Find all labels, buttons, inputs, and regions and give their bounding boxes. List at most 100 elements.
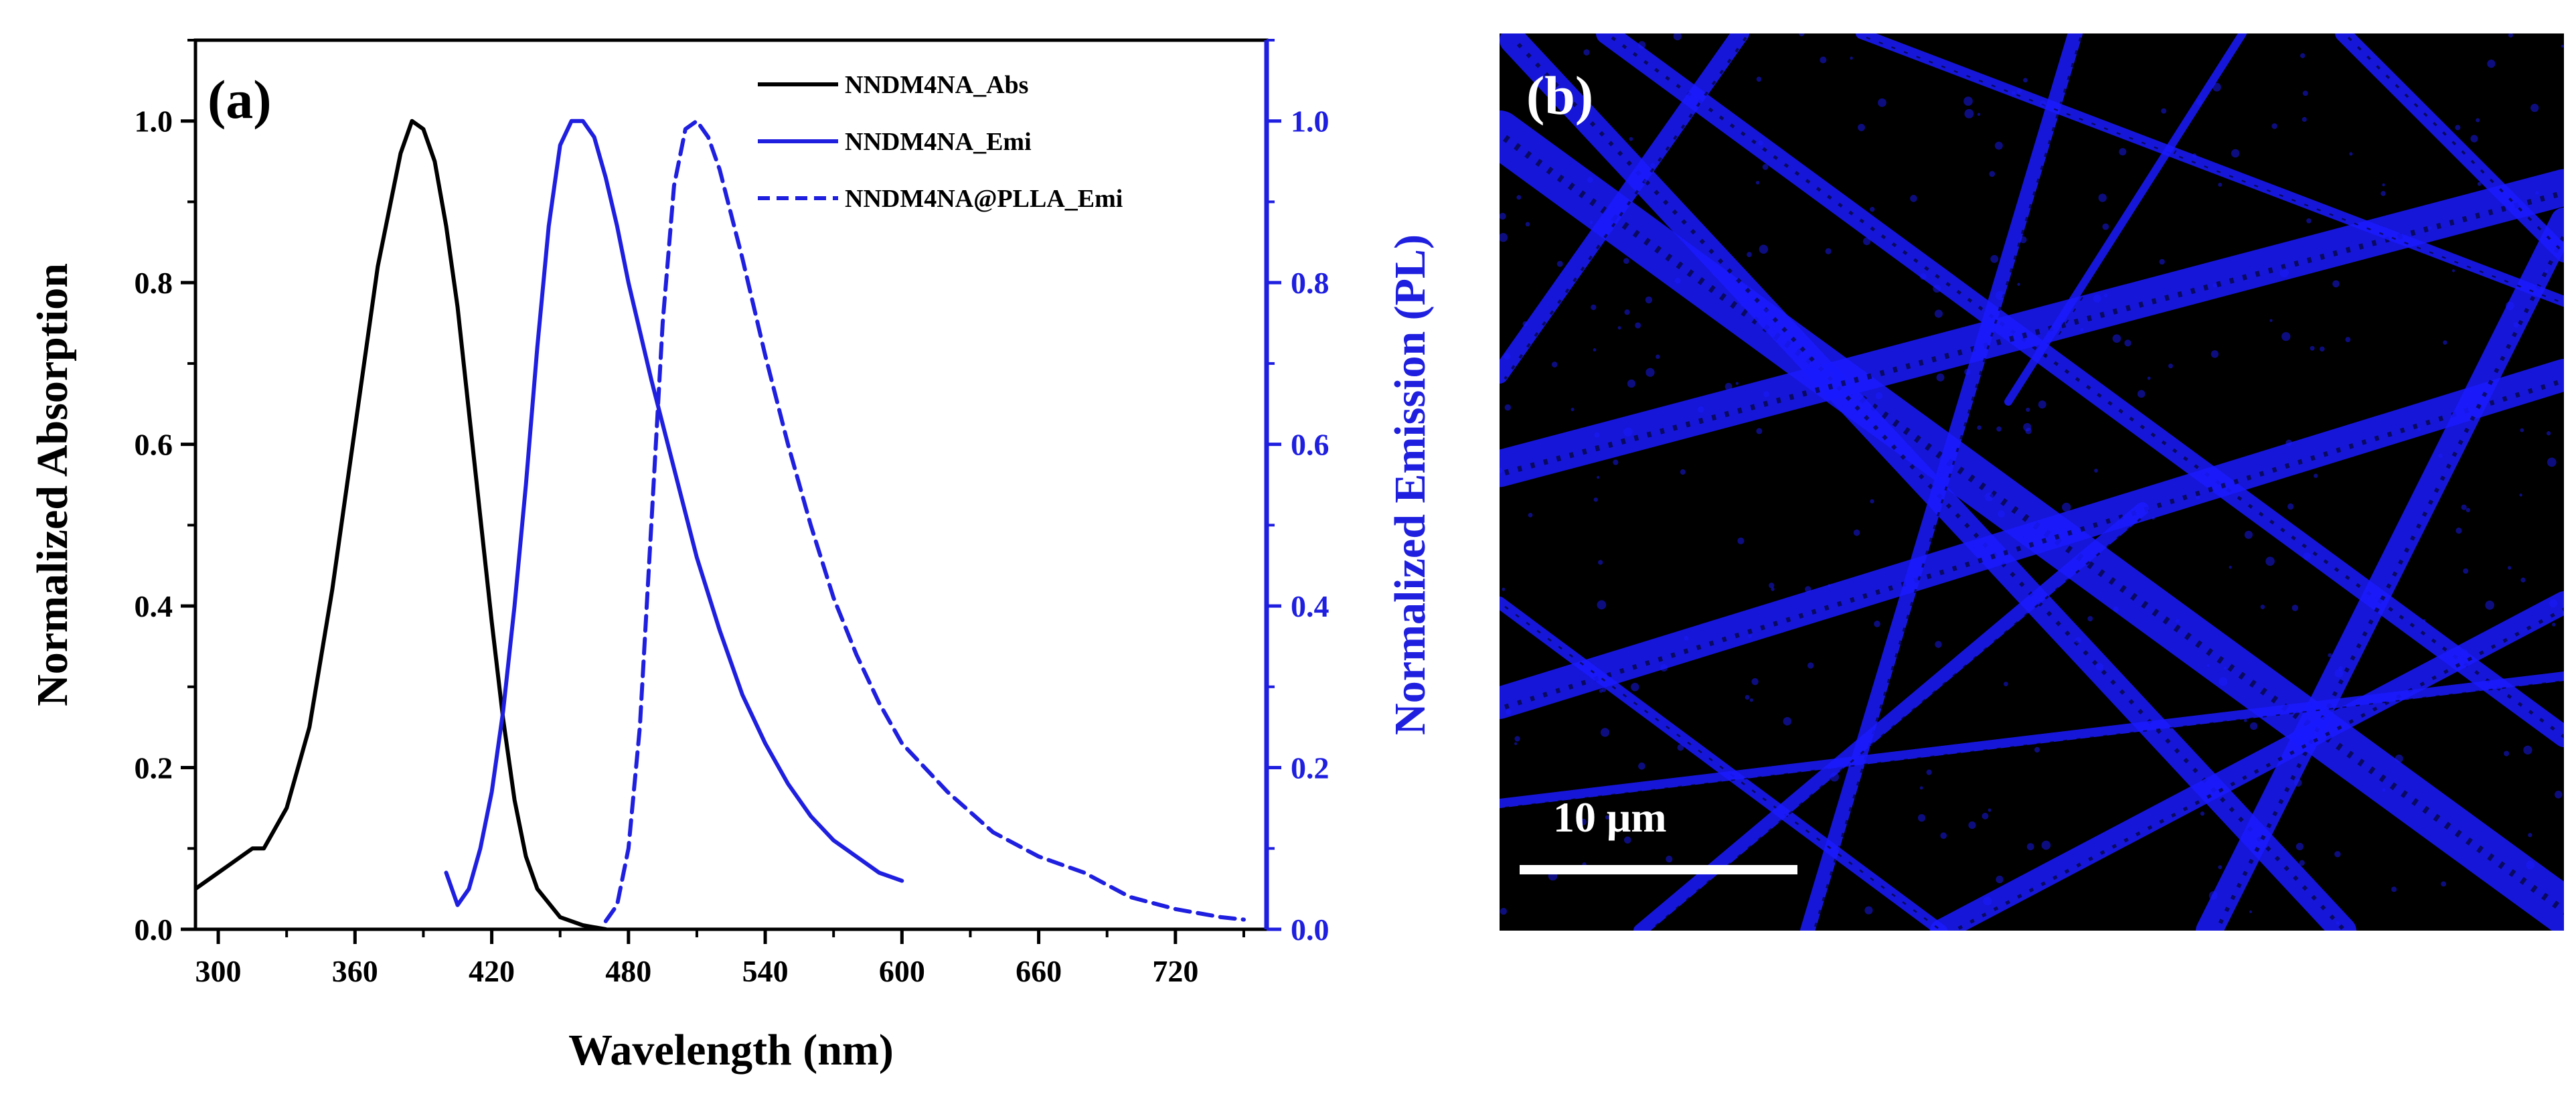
fiber-speckle (1589, 220, 1593, 224)
fiber-speckle (2461, 504, 2467, 510)
fiber-texture (1504, 605, 1943, 931)
fiber-speckle (2249, 722, 2258, 730)
x-tick-label: 300 (195, 954, 242, 988)
fiber-speckle (1870, 499, 1874, 503)
fiber-speckle (1684, 635, 1689, 641)
scale-bar-label: 10 μm (1553, 793, 1667, 841)
fiber-speckle (2231, 149, 2240, 158)
fiber-speckle (2020, 534, 2024, 539)
fiber-speckle (1645, 296, 1653, 304)
fiber-speckle (1635, 322, 1641, 329)
series-line-1 (195, 119, 608, 929)
fiber-speckle (2025, 428, 2032, 435)
fiber-speckle (1514, 736, 1520, 742)
fiber-speckle (1500, 467, 1503, 474)
fiber-speckle (1737, 537, 1745, 544)
fiber-speckle (1940, 832, 1947, 839)
fiber-texture (2013, 37, 2249, 406)
fiber-speckle (2528, 833, 2532, 838)
fiber-speckle (1627, 379, 1636, 388)
fiber-speckle (1756, 428, 1763, 435)
fiber-speckle (1783, 717, 1792, 726)
fiber-speckle (1926, 769, 1932, 775)
fiber-speckle (1749, 698, 1754, 702)
fiber-speckle (1820, 56, 1827, 64)
fiber-speckle (2281, 331, 2291, 341)
fiber-speckle (2294, 779, 2302, 787)
fiber-speckle (1629, 137, 1633, 141)
fiber-speckle (2218, 865, 2223, 870)
fiber-speckle (2485, 601, 2494, 610)
fiber-speckle (1963, 96, 1973, 106)
fiber-strand (1856, 33, 2564, 307)
fiber-speckle (2004, 682, 2008, 686)
fiber-speckle (1807, 662, 1814, 669)
fiber-speckle (2314, 473, 2318, 478)
fiber-speckle (1522, 321, 1528, 327)
fiber-speckle (1864, 906, 1873, 915)
y2-tick-label: 1.0 (1291, 104, 1330, 139)
fiber-speckle (1998, 510, 2005, 518)
fiber-texture (1516, 42, 2348, 931)
fiber-speckle (2279, 268, 2289, 278)
fiber-speckle (2201, 472, 2205, 476)
fiber-speckle (1858, 123, 1865, 131)
fiber-speckle (1613, 459, 1619, 465)
fiber-texture (1504, 189, 2564, 475)
fiber-speckle (1697, 406, 1704, 413)
fiber-speckle (1623, 427, 1633, 437)
legend-label-emi: NNDM4NA_Emi (845, 128, 1032, 156)
fiber-speckle (1791, 347, 1796, 353)
fiber-speckle (2296, 842, 2304, 851)
fiber-speckle (2017, 283, 2020, 286)
fiber-speckle (1645, 368, 1655, 377)
fiber-speckle (2206, 663, 2210, 668)
fiber-speckle (1506, 709, 1512, 715)
fiber-speckle (1504, 404, 1512, 411)
fiber-speckle (2455, 125, 2461, 131)
fiber-speckle (2093, 294, 2101, 303)
fiber-speckle (1617, 326, 1621, 330)
fiber-speckle (1771, 587, 1775, 591)
fiber-speckle (2308, 744, 2316, 752)
fiber-speckle (1680, 469, 1686, 475)
fiber-strand (1930, 591, 2564, 931)
fiber-speckle (2470, 135, 2478, 143)
fiber-speckle (2545, 269, 2549, 272)
fiber-speckle (1910, 195, 1917, 202)
fiber-speckle (2219, 677, 2228, 686)
fiber-speckle (2244, 530, 2253, 539)
fiber-speckle (1938, 476, 1946, 484)
fiber-speckle (1677, 744, 1684, 751)
fiber-speckle (1605, 815, 1610, 819)
fiber-speckle (1591, 304, 1597, 311)
fiber-speckle (1964, 368, 1971, 376)
y2-tick-label: 0.6 (1291, 428, 1330, 462)
fiber-speckle (2507, 566, 2512, 570)
fiber-speckle (2310, 345, 2315, 351)
fiber-speckle (1637, 41, 1646, 49)
fiber-speckle (1994, 141, 2003, 150)
fiber-strand (1633, 502, 2149, 931)
fiber-speckle (2336, 921, 2340, 925)
fiber-speckle (1935, 641, 1942, 648)
fiber-speckle (2295, 732, 2302, 738)
fiber-speckle (2152, 516, 2155, 520)
fiber-speckle (1755, 181, 1760, 185)
fiber-speckle (1585, 92, 1590, 97)
fiber-speckle (1579, 818, 1587, 826)
fiber-speckle (2038, 400, 2046, 409)
fiber-speckle (1996, 875, 2004, 884)
fiber-speckle (1597, 600, 1607, 610)
fiber-speckle (2034, 747, 2040, 753)
fiber-speckle (2026, 407, 2030, 412)
fiber-speckle (2124, 339, 2131, 347)
fiber-speckle (2302, 90, 2308, 96)
fiber-speckle (1674, 277, 1681, 284)
fiber-speckle (1934, 309, 1943, 318)
fiber-speckle (2291, 605, 2299, 611)
fiber-texture (1648, 512, 2148, 931)
fiber-speckle (1989, 171, 1996, 177)
fiber-speckle (1528, 512, 1533, 518)
